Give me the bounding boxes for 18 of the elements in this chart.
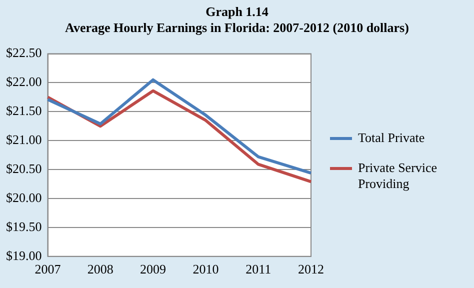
x-tick-label: 2011: [246, 262, 272, 277]
y-tick-label: $22.50: [6, 45, 42, 60]
x-tick-label: 2012: [298, 262, 324, 277]
x-tick-label: 2008: [87, 262, 114, 277]
y-tick-label: $19.00: [6, 248, 42, 263]
x-tick-label: 2007: [34, 262, 62, 277]
chart-subtitle: Average Hourly Earnings in Florida: 2007-2012 (2010 dollars): [64, 20, 410, 36]
y-tick-label: $19.50: [6, 218, 42, 234]
x-tick-label: 2009: [140, 262, 166, 277]
chart-title: Graph 1.14: [204, 4, 270, 20]
y-tick-label: $20.50: [6, 160, 42, 176]
y-tick-label: $22.00: [6, 74, 42, 90]
y-tick-label: $20.00: [6, 190, 42, 205]
x-tick-label: 2010: [192, 262, 219, 277]
y-tick-label: $21.50: [6, 103, 42, 118]
legend-label: Total Private: [358, 130, 425, 146]
y-tick-label: $21.00: [6, 132, 42, 148]
legend-label: Private Service Providing: [358, 160, 438, 192]
